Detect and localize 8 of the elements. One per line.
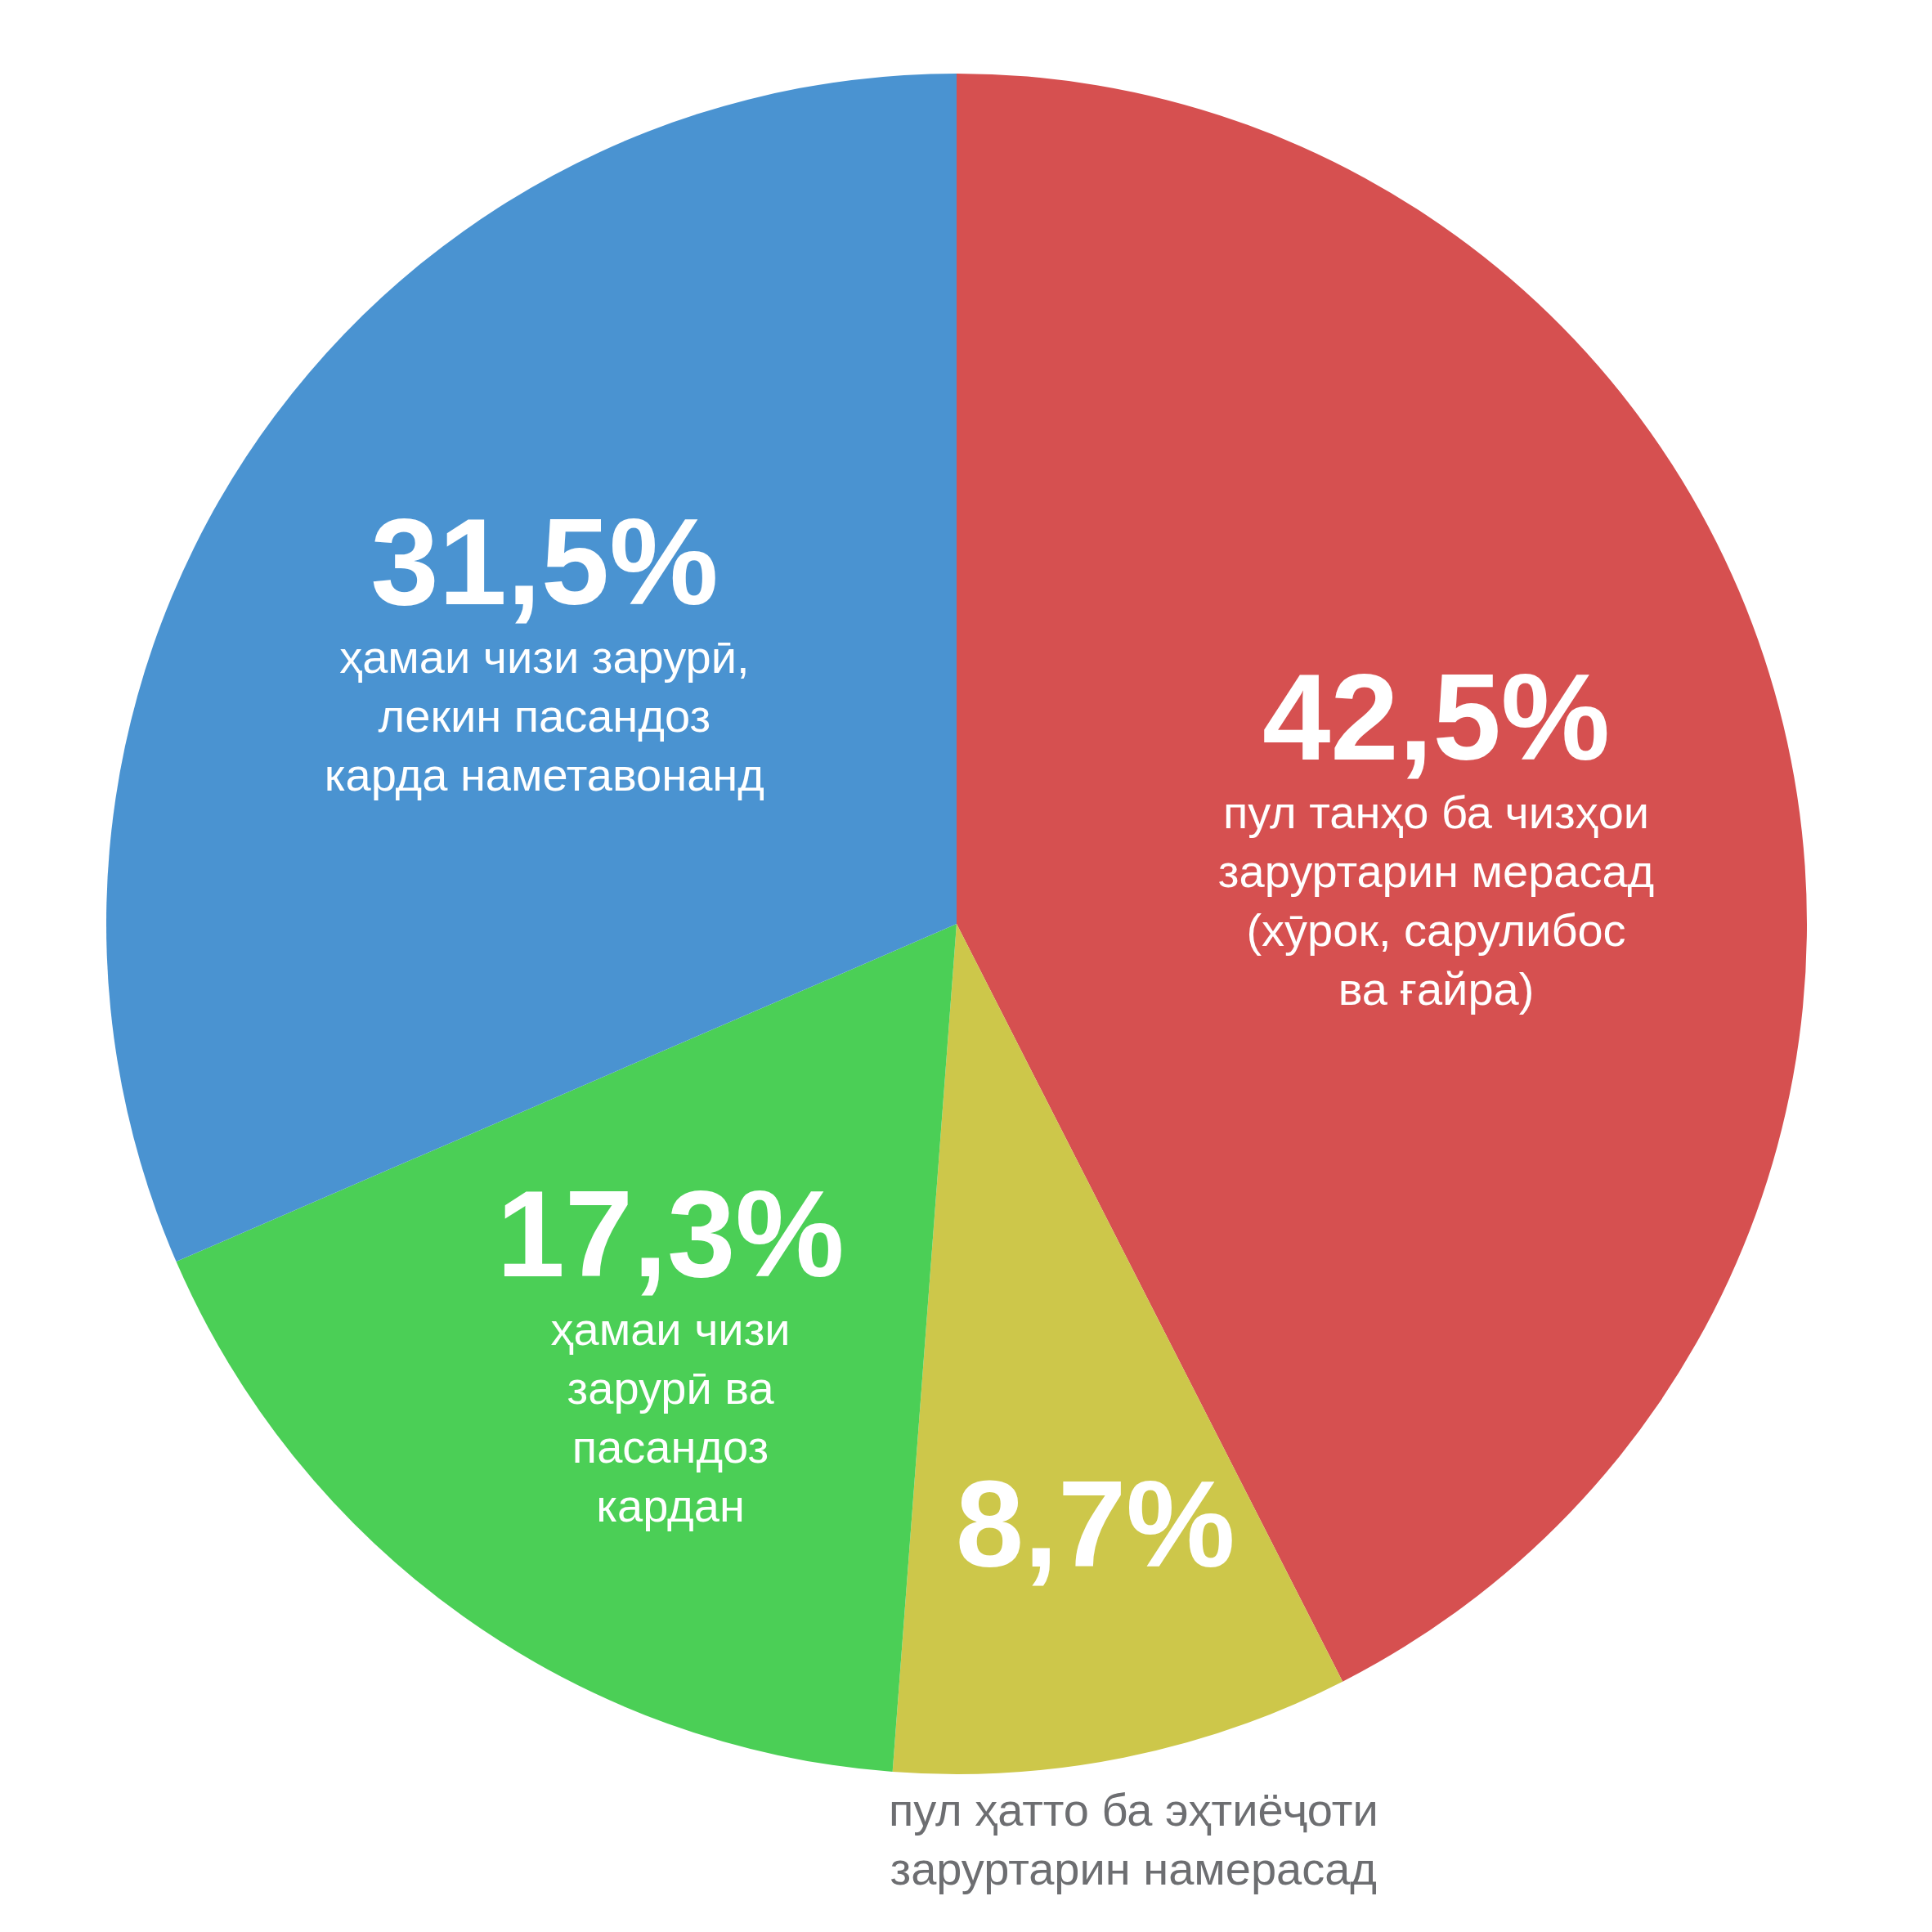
slice-label: ҳамаи чизи зарурӣ, лекин пасандоз карда наметавонанд — [324, 630, 764, 800]
slice-label: пул ҳатто ба эҳтиёҷоти заруртарин намерасад — [888, 1783, 1378, 1894]
slice-label: пул танҳо ба чизҳои заруртарин мерасад (хӯрок, сарулибос ва ғайра) — [1217, 787, 1655, 1015]
data-label: 31,5% — [370, 492, 719, 630]
data-label: 8,7% — [955, 1455, 1235, 1594]
data-label: 42,5% — [1262, 648, 1611, 787]
slice-label: ҳамаи чизи зарурӣ ва пасандоз кардан — [550, 1303, 791, 1532]
data-label: 17,3% — [496, 1165, 845, 1303]
